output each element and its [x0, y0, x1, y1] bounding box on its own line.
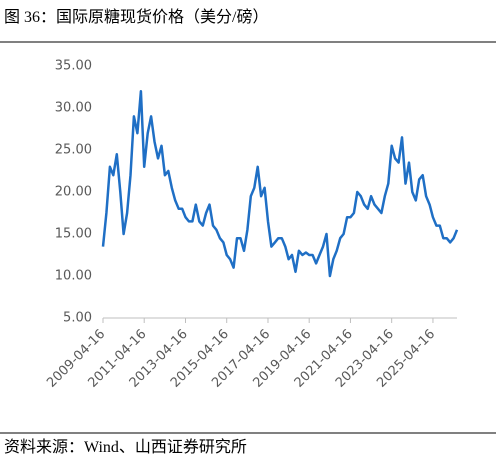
y-tick-label: 5.00	[63, 311, 92, 326]
y-tick-label: 20.00	[55, 185, 92, 200]
y-tick-label: 35.00	[55, 59, 92, 74]
price-line	[101, 89, 459, 278]
y-tick-label: 10.00	[55, 269, 92, 284]
y-tick-label: 15.00	[55, 227, 92, 242]
y-tick-label: 30.00	[55, 101, 92, 116]
chart-title: 图 36：国际原糖现货价格（美分/磅）	[4, 8, 268, 26]
source: 资料来源：Wind、山西证券研究所	[4, 438, 247, 456]
y-tick-label: 25.00	[55, 143, 92, 158]
